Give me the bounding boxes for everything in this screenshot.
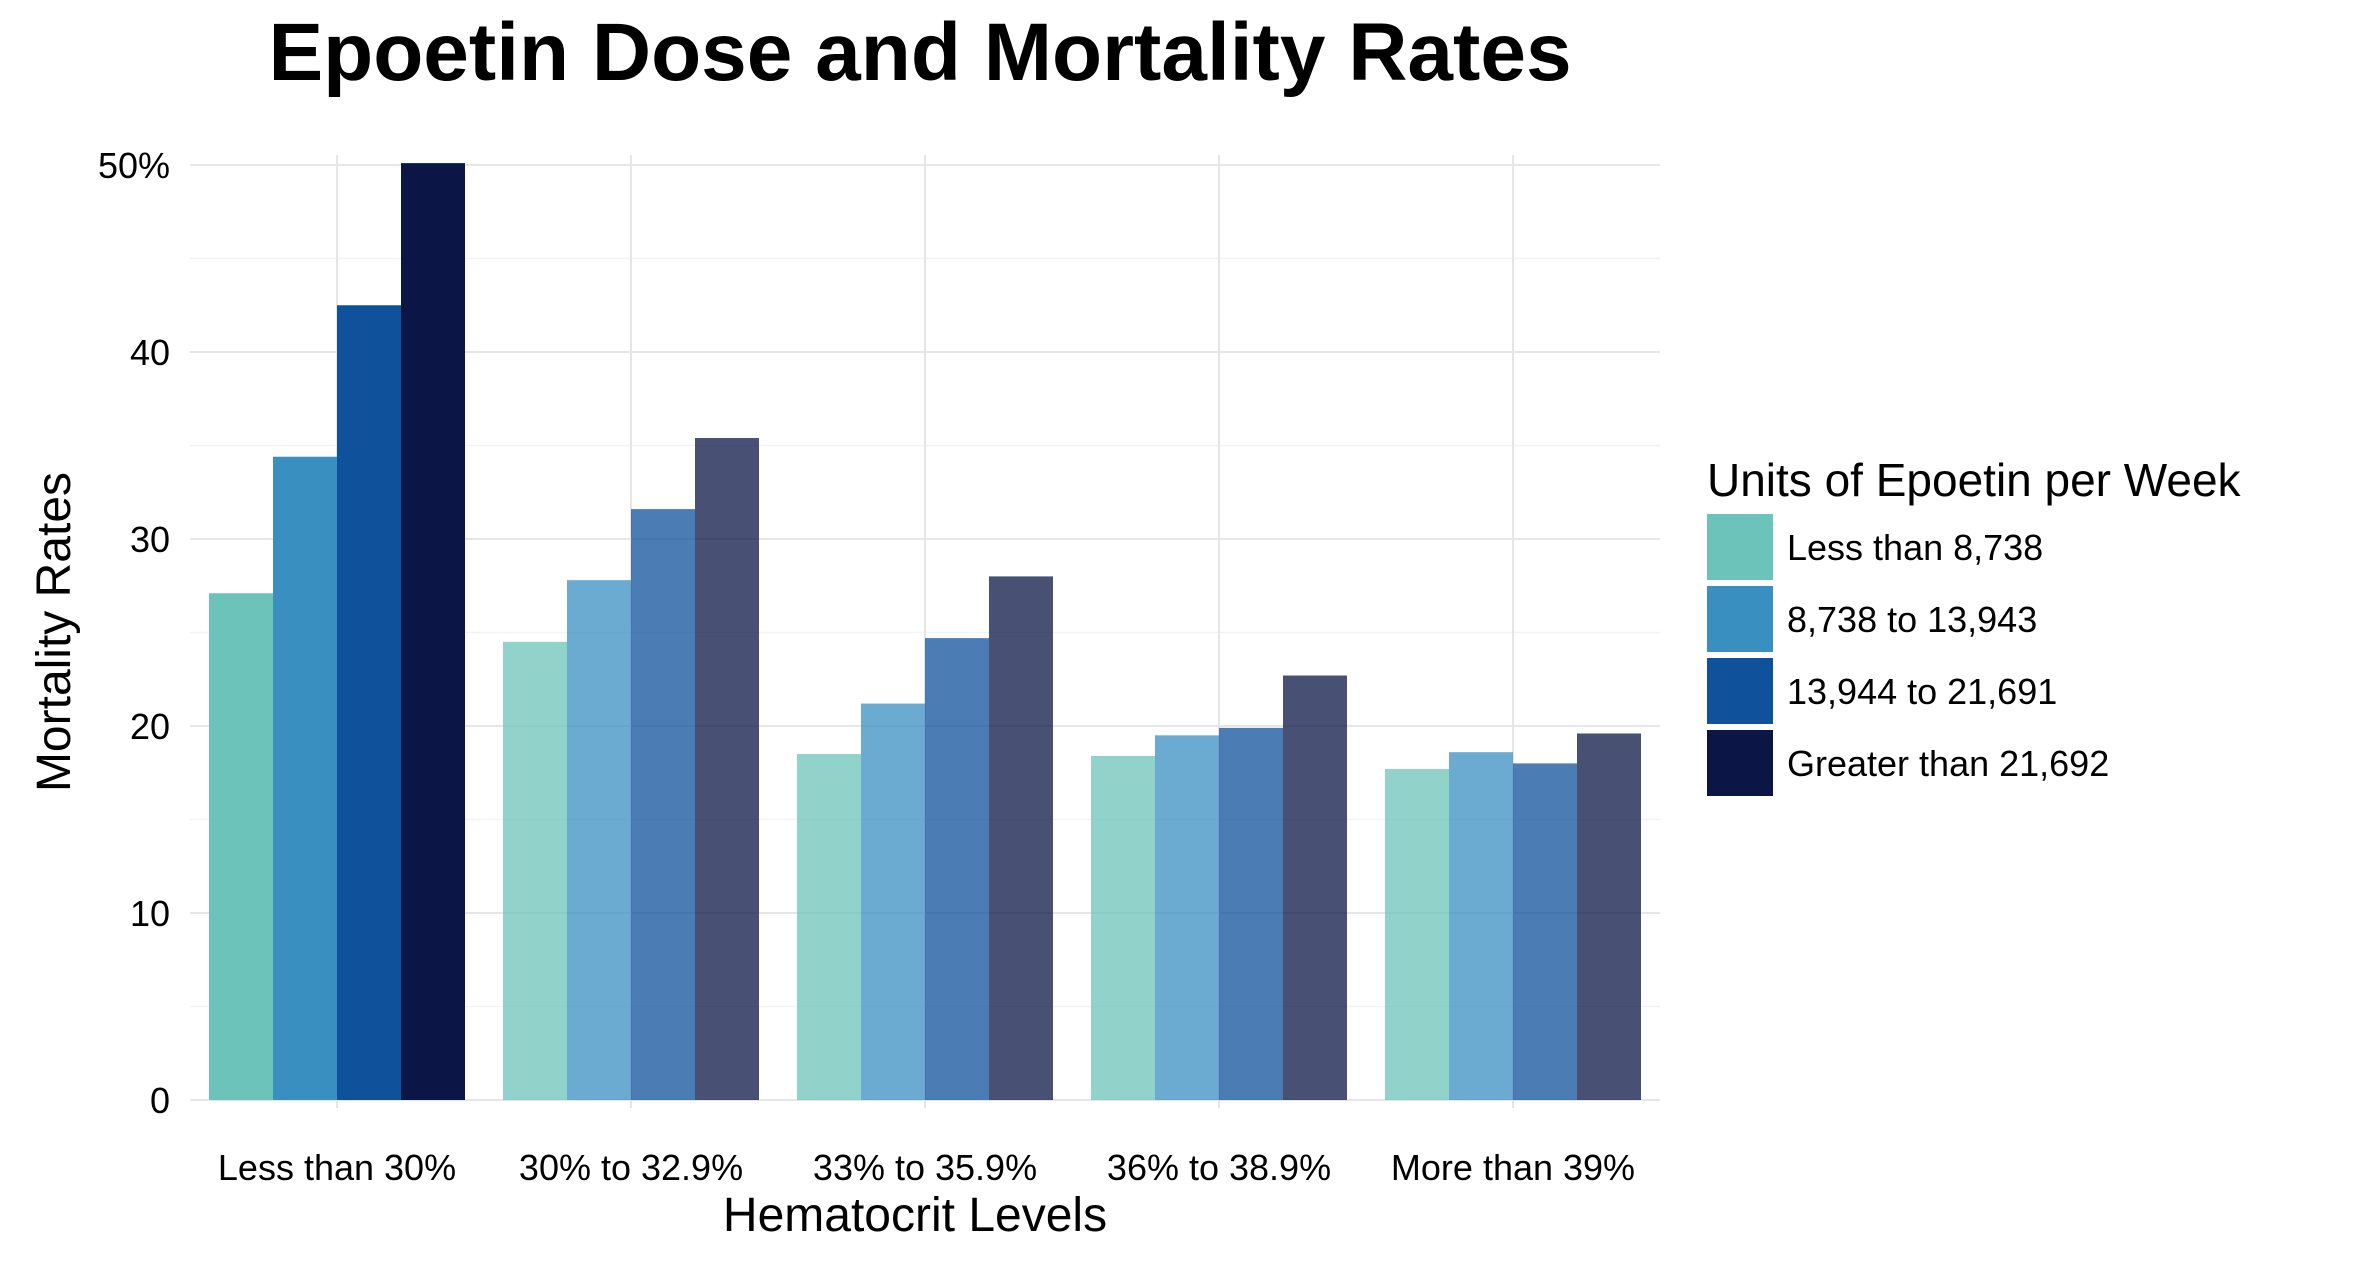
x-tick-label: More than 39%: [1391, 1147, 1635, 1188]
legend-label: Less than 8,738: [1787, 527, 2043, 568]
y-axis-ticks: 0 10 20 30 40 50%: [98, 145, 170, 1121]
legend-title: Units of Epoetin per Week: [1707, 454, 2242, 506]
x-axis-title: Hematocrit Levels: [723, 1189, 1107, 1242]
bar: [925, 638, 989, 1100]
bar: [1513, 763, 1577, 1100]
bar: [1283, 675, 1347, 1100]
x-tick-label: 30% to 32.9%: [519, 1147, 743, 1188]
x-tick-label: 36% to 38.9%: [1107, 1147, 1331, 1188]
x-tick-label: 33% to 35.9%: [813, 1147, 1037, 1188]
bar: [1385, 769, 1449, 1100]
bar: [503, 641, 567, 1100]
bar: [567, 580, 631, 1100]
y-axis-title: Mortality Rates: [28, 472, 81, 792]
bar: [631, 509, 695, 1101]
bar: [1449, 752, 1513, 1100]
y-tick-label: 10: [130, 893, 170, 934]
legend-label: 13,944 to 21,691: [1787, 671, 2057, 712]
legend: Units of Epoetin per Week Less than 8,73…: [1707, 454, 2242, 796]
bar: [1155, 735, 1219, 1100]
legend-label: 8,738 to 13,943: [1787, 599, 2037, 640]
legend-swatch: [1707, 514, 1773, 580]
bar: [989, 576, 1053, 1100]
bar: [337, 305, 401, 1100]
bar: [1219, 727, 1283, 1100]
legend-swatch: [1707, 658, 1773, 724]
legend-label: Greater than 21,692: [1787, 743, 2109, 784]
y-tick-label: 40: [130, 332, 170, 373]
bar: [1577, 733, 1641, 1100]
x-axis-ticks: Less than 30% 30% to 32.9% 33% to 35.9% 36%…: [218, 1147, 1635, 1188]
chart-title: Epoetin Dose and Mortality Rates: [268, 7, 1571, 98]
bar: [797, 754, 861, 1100]
bar: [209, 593, 273, 1100]
bar: [401, 163, 465, 1100]
legend-swatch: [1707, 586, 1773, 652]
legend-items: Less than 8,738 8,738 to 13,943 13,944 to …: [1707, 514, 2109, 796]
x-tick-label: Less than 30%: [218, 1147, 456, 1188]
y-tick-label: 0: [150, 1080, 170, 1121]
y-tick-label: 20: [130, 706, 170, 747]
legend-swatch: [1707, 730, 1773, 796]
y-tick-label: 50%: [98, 145, 170, 186]
bar: [273, 456, 337, 1101]
y-tick-label: 30: [130, 519, 170, 560]
bar: [695, 438, 759, 1100]
bar: [861, 703, 925, 1100]
bar: [1091, 755, 1155, 1100]
bars: [209, 163, 1641, 1101]
